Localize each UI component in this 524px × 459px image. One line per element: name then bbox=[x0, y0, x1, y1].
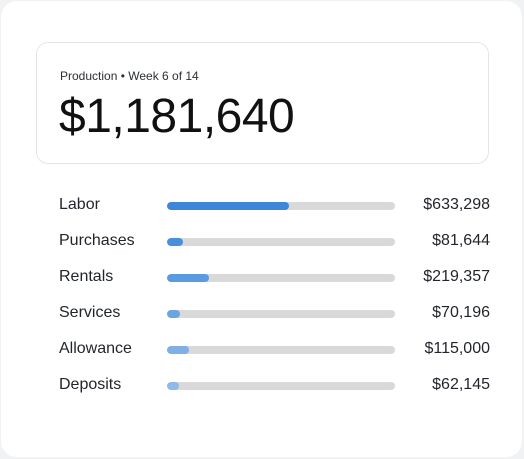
breakdown-label: Deposits bbox=[59, 376, 122, 393]
breakdown-row-rentals: Rentals $219,357 bbox=[59, 260, 490, 296]
breakdown-label: Allowance bbox=[59, 340, 132, 357]
breakdown-label: Services bbox=[59, 304, 121, 321]
progress-fill bbox=[167, 274, 210, 282]
progress-track bbox=[167, 382, 395, 390]
breakdown-row-purchases: Purchases $81,644 bbox=[59, 224, 490, 260]
breakdown-list: Labor $633,298 Purchases $81,644 Rentals… bbox=[59, 188, 490, 404]
breakdown-value: $81,644 bbox=[432, 232, 490, 249]
breakdown-value: $70,196 bbox=[432, 304, 490, 321]
breakdown-label: Labor bbox=[59, 196, 100, 213]
breakdown-value: $633,298 bbox=[423, 196, 490, 213]
breakdown-value: $115,000 bbox=[424, 340, 490, 357]
total-amount: $1,181,640 bbox=[59, 90, 295, 143]
progress-track bbox=[167, 238, 395, 246]
progress-track bbox=[167, 202, 395, 210]
progress-track bbox=[167, 274, 395, 282]
breakdown-value: $62,145 bbox=[432, 376, 490, 393]
breakdown-row-labor: Labor $633,298 bbox=[59, 188, 490, 224]
progress-track bbox=[167, 310, 395, 318]
progress-fill bbox=[167, 346, 190, 354]
progress-track bbox=[167, 346, 395, 354]
breakdown-row-deposits: Deposits $62,145 bbox=[59, 368, 490, 404]
progress-fill bbox=[167, 310, 181, 318]
progress-fill bbox=[167, 202, 290, 210]
breakdown-row-allowance: Allowance $115,000 bbox=[59, 332, 490, 368]
breakdown-row-services: Services $70,196 bbox=[59, 296, 490, 332]
summary-panel: Production • Week 6 of 14 $1,181,640 bbox=[36, 42, 489, 164]
breakdown-label: Purchases bbox=[59, 232, 135, 249]
progress-fill bbox=[167, 238, 183, 246]
breakdown-value: $219,357 bbox=[423, 268, 490, 285]
progress-fill bbox=[167, 382, 180, 390]
breakdown-label: Rentals bbox=[59, 268, 114, 285]
production-week-caption: Production • Week 6 of 14 bbox=[60, 69, 199, 83]
